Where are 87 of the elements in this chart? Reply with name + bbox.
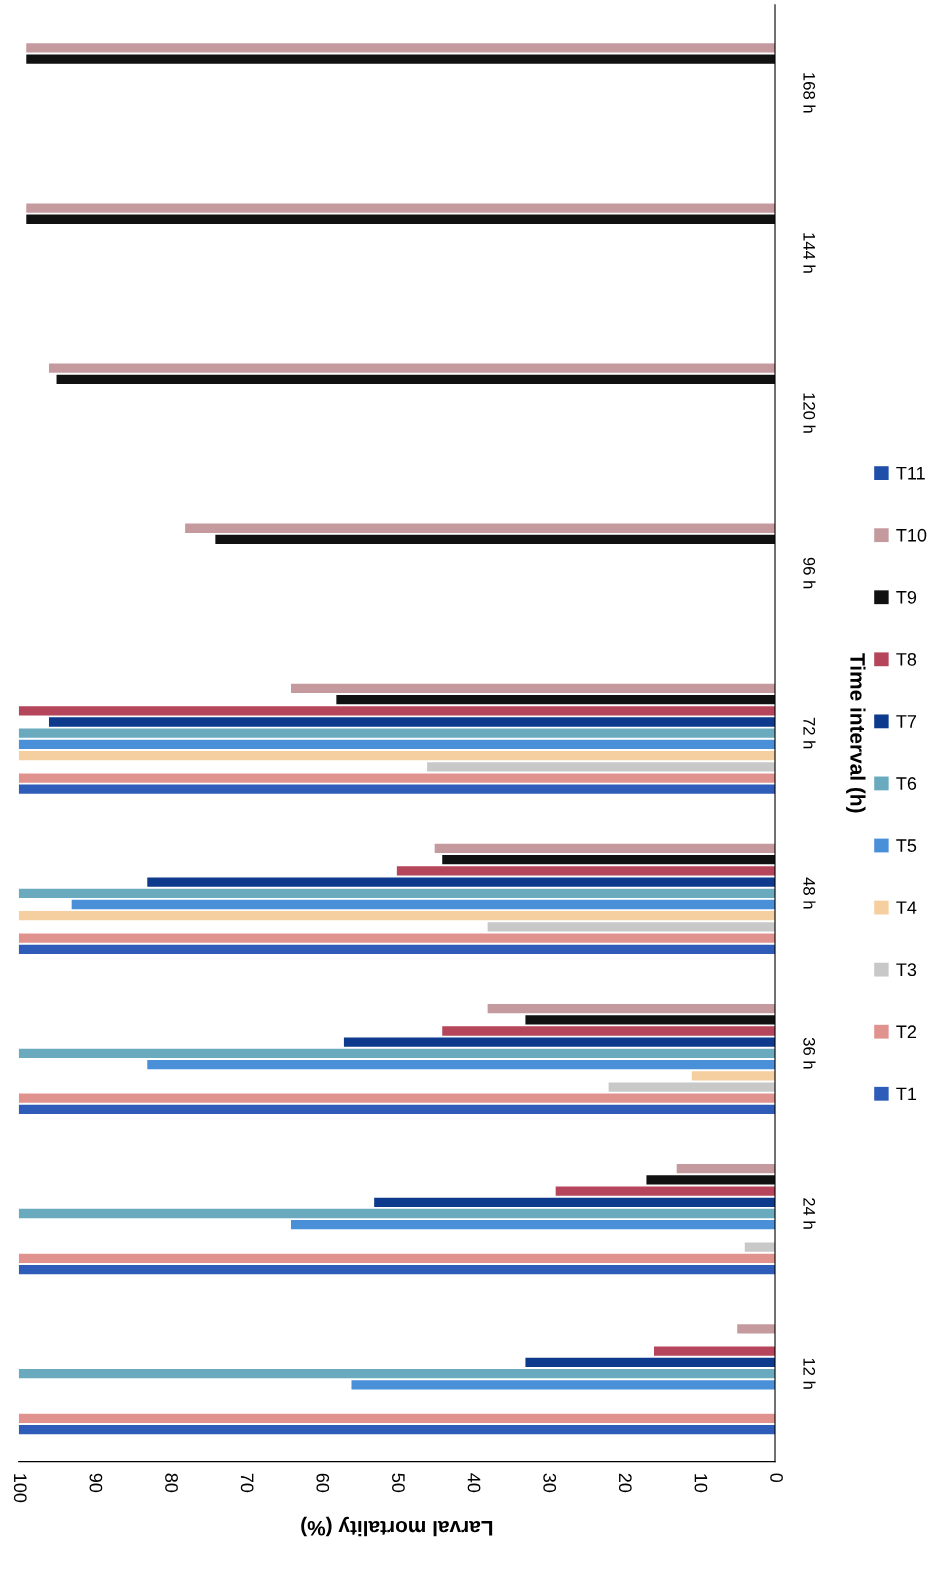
bar — [18, 784, 776, 794]
bar — [18, 1104, 776, 1115]
legend-label: T11 — [896, 466, 925, 480]
bar — [18, 750, 776, 761]
bar — [18, 773, 776, 783]
bar — [427, 762, 776, 772]
y-tick-label: 72 h — [803, 717, 816, 749]
bar — [487, 1003, 776, 1014]
y-tick-label: 48 h — [803, 877, 816, 909]
bar — [147, 1059, 776, 1070]
bar — [442, 1026, 776, 1036]
bar — [343, 1037, 776, 1047]
bar — [18, 1048, 776, 1059]
legend-label: T5 — [896, 839, 917, 852]
x-tick-label: 90 — [89, 1473, 103, 1493]
y-tick-label: 144 h — [803, 233, 816, 273]
bar — [487, 922, 776, 932]
bar — [18, 933, 776, 943]
x-tick-label: 100 — [13, 1474, 27, 1503]
bar — [646, 1175, 776, 1185]
bar — [290, 683, 776, 693]
bar — [654, 1346, 776, 1356]
bar — [18, 944, 776, 954]
bar — [147, 877, 776, 887]
x-tick-label: 50 — [392, 1473, 405, 1493]
y-tick-label: 12 h — [803, 1358, 816, 1389]
bar — [555, 1186, 776, 1196]
bar — [18, 1413, 776, 1424]
bar — [374, 1197, 776, 1207]
bar — [442, 855, 776, 865]
x-axis-title: Larval mortality (%) — [301, 1516, 493, 1537]
x-tick-label: 40 — [467, 1473, 481, 1493]
legend-label: T6 — [896, 777, 917, 790]
x-tick-label: 70 — [240, 1473, 254, 1493]
bar — [185, 523, 776, 533]
bar — [48, 717, 776, 727]
bar — [737, 1324, 776, 1334]
y-tick-label: 168 h — [803, 73, 816, 113]
bar — [48, 363, 776, 373]
x-tick-label: 10 — [694, 1474, 708, 1493]
bar — [26, 54, 776, 64]
x-tick-label: 60 — [316, 1473, 330, 1493]
y-tick-label: 96 h — [803, 557, 816, 589]
legend-label: T4 — [896, 901, 917, 914]
bar — [26, 43, 776, 53]
legend-label: T3 — [896, 963, 917, 977]
bar — [18, 1368, 776, 1379]
legend-label: T9 — [896, 590, 917, 604]
x-tick-label: 0 — [770, 1473, 783, 1483]
legend-label: T7 — [896, 715, 917, 728]
bar — [525, 1015, 776, 1025]
bar — [26, 214, 776, 224]
bar — [676, 1164, 776, 1174]
bar — [18, 739, 776, 750]
bar — [18, 911, 776, 921]
bar — [215, 534, 776, 545]
bar — [608, 1082, 776, 1092]
x-tick-label: 30 — [543, 1473, 557, 1493]
bar — [336, 694, 776, 705]
bar — [71, 899, 776, 910]
bar — [691, 1071, 776, 1081]
bar — [351, 1380, 776, 1390]
x-tick-label: 80 — [165, 1473, 178, 1493]
bar — [18, 728, 776, 738]
legend-label: T1 — [896, 1087, 917, 1101]
y-tick-label: 120 h — [803, 393, 816, 433]
bar — [18, 1208, 776, 1219]
bar — [18, 1253, 776, 1263]
bar — [744, 1242, 776, 1252]
y-tick-label: 36 h — [803, 1037, 816, 1069]
bar — [18, 706, 776, 716]
x-tick-label: 20 — [618, 1473, 632, 1493]
legend-label: T2 — [896, 1025, 917, 1038]
bar — [525, 1357, 776, 1368]
legend-label: T8 — [896, 652, 917, 666]
bar — [26, 203, 776, 213]
bar — [434, 843, 776, 854]
bar — [56, 374, 776, 384]
bar — [18, 1264, 776, 1275]
y-axis-title: Time interval (h) — [846, 653, 866, 813]
bar — [396, 866, 776, 876]
bar — [18, 1093, 776, 1103]
y-tick-label: 24 h — [803, 1198, 816, 1229]
bar — [18, 888, 776, 898]
legend-label: T10 — [896, 528, 927, 542]
bar — [18, 1425, 776, 1435]
bar — [290, 1220, 776, 1230]
